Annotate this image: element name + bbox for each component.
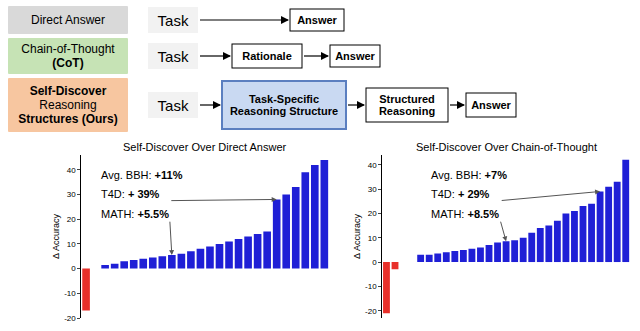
svg-text:-20: -20: [64, 314, 76, 323]
svg-text:(CoT): (CoT): [52, 56, 83, 70]
svg-text:Self-Discover Over Chain-of-Th: Self-Discover Over Chain-of-Thought: [416, 141, 597, 153]
svg-text:Self-Discover Over Direct Answ: Self-Discover Over Direct Answer: [123, 141, 287, 153]
svg-text:Avg. BBH: +7%: Avg. BBH: +7%: [431, 169, 507, 181]
svg-text:10: 10: [368, 234, 377, 243]
svg-text:10: 10: [67, 240, 76, 249]
svg-text:30: 30: [67, 190, 76, 199]
svg-text:40: 40: [368, 161, 377, 170]
svg-text:Task-Specific: Task-Specific: [249, 93, 319, 105]
svg-text:Δ Accuracy: Δ Accuracy: [51, 213, 61, 259]
svg-text:Δ Accuracy: Δ Accuracy: [352, 213, 362, 259]
svg-text:20: 20: [67, 215, 76, 224]
svg-text:Task: Task: [158, 48, 189, 65]
svg-text:Reasoning: Reasoning: [39, 98, 96, 112]
svg-text:-10: -10: [365, 282, 377, 291]
svg-text:-20: -20: [365, 307, 377, 316]
svg-text:0: 0: [372, 258, 377, 267]
svg-text:Self-Discover: Self-Discover: [30, 84, 107, 98]
svg-text:T4D: + 29%: T4D: + 29%: [431, 188, 490, 200]
svg-text:MATH: +5.5%: MATH: +5.5%: [101, 208, 169, 220]
svg-text:30: 30: [368, 185, 377, 194]
svg-text:-10: -10: [64, 289, 76, 298]
svg-text:Chain-of-Thought: Chain-of-Thought: [21, 42, 115, 56]
svg-text:Task: Task: [158, 12, 189, 29]
svg-text:MATH: +8.5%: MATH: +8.5%: [431, 208, 499, 220]
svg-text:Answer: Answer: [471, 99, 511, 111]
svg-text:Answer: Answer: [335, 50, 375, 62]
svg-text:Reasoning: Reasoning: [379, 105, 435, 117]
svg-text:Structured: Structured: [379, 93, 435, 105]
svg-text:0: 0: [71, 264, 76, 273]
svg-text:T4D: + 39%: T4D: + 39%: [101, 188, 160, 200]
svg-text:Answer: Answer: [297, 14, 337, 26]
svg-text:Direct Answer: Direct Answer: [31, 13, 105, 27]
svg-text:20: 20: [368, 209, 377, 218]
svg-text:40: 40: [67, 166, 76, 175]
svg-text:Reasoning Structure: Reasoning Structure: [230, 105, 338, 117]
svg-text:Task: Task: [158, 97, 189, 114]
svg-text:Rationale: Rationale: [242, 50, 292, 62]
svg-text:Avg. BBH: +11%: Avg. BBH: +11%: [101, 169, 183, 181]
svg-text:Structures (Ours): Structures (Ours): [18, 112, 117, 126]
